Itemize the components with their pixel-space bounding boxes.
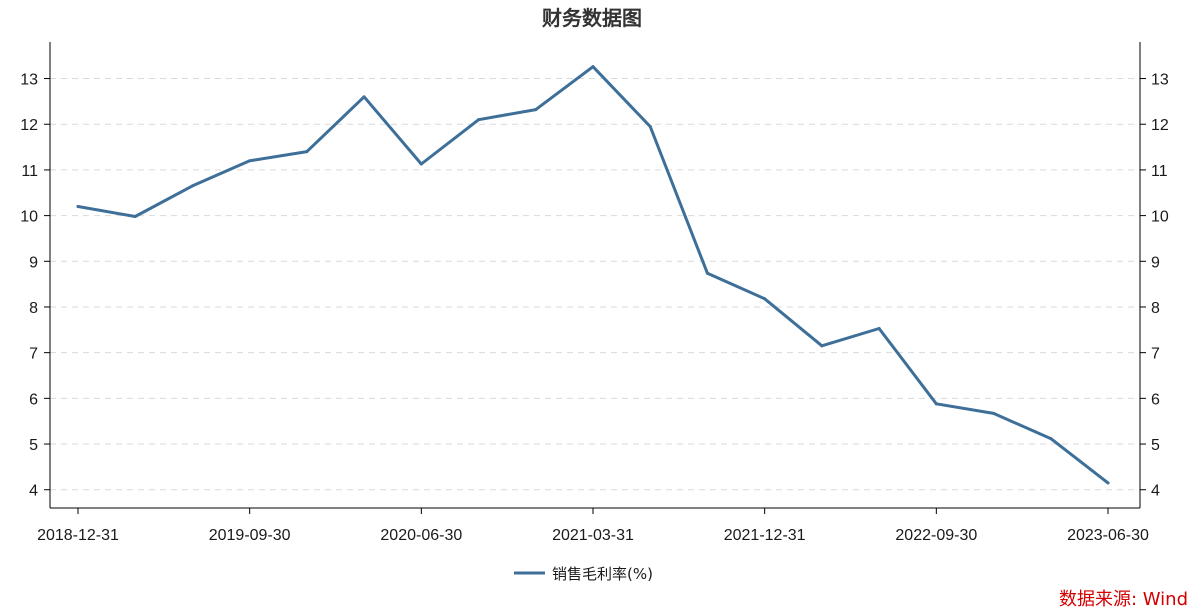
data-point-2022-03-31 (820, 344, 824, 348)
data-point-2020-12-31 (534, 108, 538, 112)
right-y-tick-label-6: 6 (1151, 391, 1160, 408)
x-tick-label-2021-12-31: 2021-12-31 (724, 527, 806, 544)
left-y-tick-label-4: 4 (29, 483, 38, 500)
right-y-tick-label-11: 11 (1151, 163, 1168, 180)
source-note: 数据来源: Wind (1059, 589, 1188, 610)
data-point-2019-09-30 (248, 159, 252, 163)
left-y-tick-label-9: 9 (29, 254, 38, 271)
data-point-2020-09-30 (477, 118, 481, 122)
data-point-2021-06-30 (648, 125, 652, 129)
series-line-0 (76, 65, 1110, 485)
x-axis-ticks: 2018-12-31 2019-09-30 2020-06-30 2021-03-31… (37, 508, 1149, 544)
data-point-2021-09-30 (705, 271, 709, 275)
left-y-tick-label-13: 13 (20, 72, 38, 89)
legend: 销售毛利率(%) (514, 565, 653, 583)
data-point-2022-09-30 (934, 402, 938, 406)
y-axis-ticks: 4 4 5 5 6 6 7 7 8 8 9 9 10 10 11 11 12 12 13 13 (20, 72, 1169, 500)
legend-label: 销售毛利率(%) (552, 565, 653, 583)
x-tick-label-2020-06-30: 2020-06-30 (380, 527, 462, 544)
data-point-2018-12-31 (76, 204, 80, 208)
series-lines (76, 65, 1110, 485)
x-tick-label-2019-09-30: 2019-09-30 (209, 527, 291, 544)
right-y-tick-label-4: 4 (1151, 483, 1160, 500)
right-y-tick-label-7: 7 (1151, 346, 1160, 363)
data-point-2022-06-30 (877, 326, 881, 330)
right-y-tick-label-5: 5 (1151, 437, 1160, 454)
right-y-tick-label-10: 10 (1151, 209, 1169, 226)
chart-title: 财务数据图 (542, 6, 642, 30)
x-tick-label-2023-06-30: 2023-06-30 (1067, 527, 1149, 544)
left-y-tick-label-6: 6 (29, 391, 38, 408)
left-y-tick-label-10: 10 (20, 209, 38, 226)
data-point-2021-12-31 (763, 297, 767, 301)
axes (49, 42, 1141, 509)
data-point-2023-03-31 (1049, 437, 1053, 441)
data-point-2020-03-31 (362, 95, 366, 99)
grid-lines (50, 78, 1140, 491)
right-y-tick-label-13: 13 (1151, 72, 1169, 89)
right-y-tick-label-9: 9 (1151, 254, 1160, 271)
x-tick-label-2022-09-30: 2022-09-30 (895, 527, 977, 544)
data-point-2023-06-30 (1106, 481, 1110, 485)
data-point-2019-12-31 (305, 150, 309, 154)
left-y-tick-label-8: 8 (29, 300, 38, 317)
left-y-tick-label-5: 5 (29, 437, 38, 454)
data-point-2022-12-31 (992, 411, 996, 415)
data-point-2019-06-30 (190, 184, 194, 188)
left-y-tick-label-12: 12 (20, 117, 38, 134)
data-point-2019-03-31 (133, 215, 137, 219)
data-point-2021-03-31 (591, 65, 595, 69)
left-y-tick-label-7: 7 (29, 346, 38, 363)
x-tick-label-2018-12-31: 2018-12-31 (37, 527, 119, 544)
left-y-tick-label-11: 11 (21, 163, 38, 180)
x-tick-label-2021-03-31: 2021-03-31 (552, 527, 634, 544)
right-y-tick-label-8: 8 (1151, 300, 1160, 317)
data-point-2020-06-30 (419, 162, 423, 166)
right-y-tick-label-12: 12 (1151, 117, 1169, 134)
